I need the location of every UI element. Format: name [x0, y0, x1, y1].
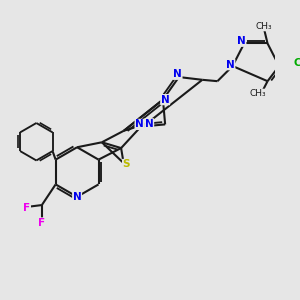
- Text: CH₃: CH₃: [250, 89, 266, 98]
- Text: N: N: [237, 36, 246, 46]
- Text: F: F: [23, 203, 30, 213]
- Text: F: F: [38, 218, 45, 228]
- Text: CH₃: CH₃: [256, 22, 273, 31]
- Text: S: S: [123, 160, 130, 170]
- Text: N: N: [226, 60, 235, 70]
- Text: N: N: [73, 192, 82, 202]
- Text: N: N: [161, 94, 170, 105]
- Text: Cl: Cl: [293, 58, 300, 68]
- Text: N: N: [135, 119, 144, 129]
- Text: N: N: [173, 69, 182, 79]
- Text: N: N: [145, 119, 154, 129]
